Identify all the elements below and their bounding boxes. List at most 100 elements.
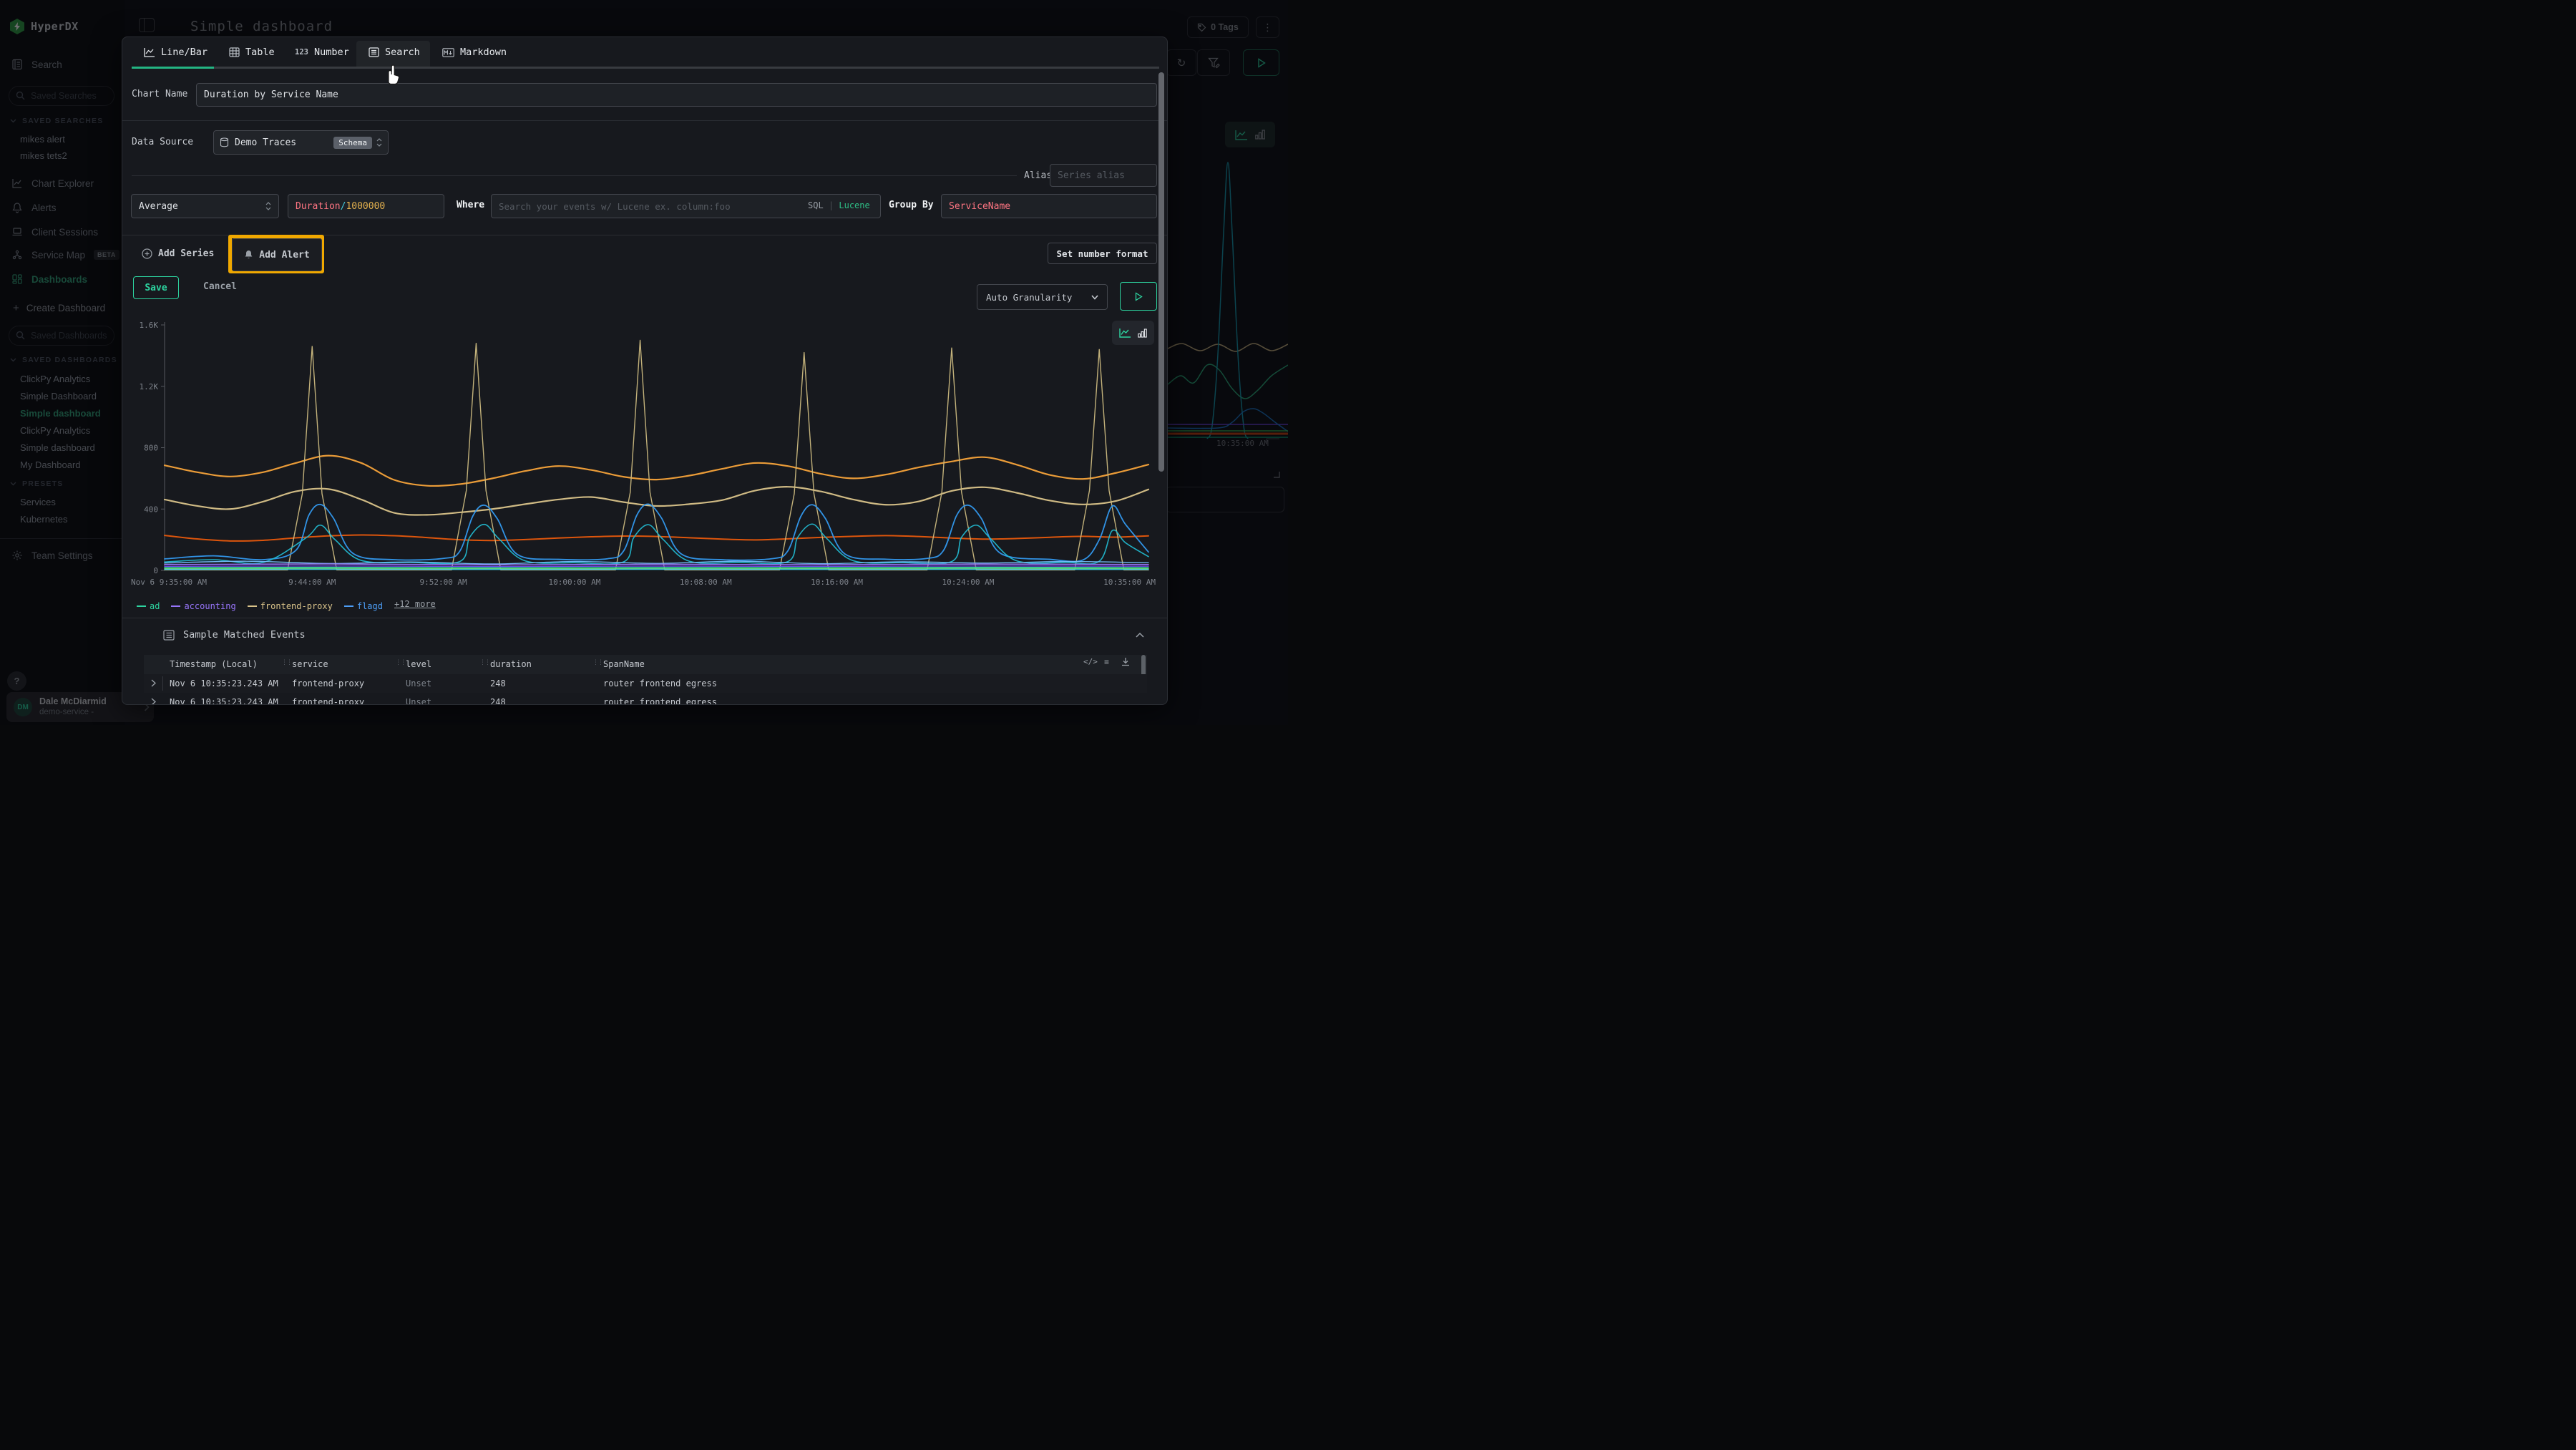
cell-timestamp: Nov 6 10:35:23.243 AM	[170, 678, 278, 688]
query-language-toggle[interactable]: SQL | Lucene	[808, 200, 870, 210]
cancel-button[interactable]: Cancel	[203, 281, 237, 292]
col-duration[interactable]: duration	[490, 659, 532, 669]
tab-table[interactable]: Table	[229, 47, 275, 58]
select-chevrons-icon	[265, 201, 271, 211]
svg-text:400: 400	[144, 505, 158, 514]
list-box-icon	[163, 630, 175, 641]
app-window: HyperDX Search SAVED SEARCHES mikes aler…	[0, 0, 1288, 725]
svg-text:800: 800	[144, 444, 158, 453]
group-by-label: Group By	[889, 200, 934, 210]
svg-text:9:44:00 AM: 9:44:00 AM	[288, 578, 336, 587]
data-source-select[interactable]: Demo Traces Schema	[213, 130, 389, 155]
code-view-icon[interactable]: </>	[1083, 657, 1098, 666]
group-by-input[interactable]: ServiceName	[941, 194, 1157, 218]
legend-swatch	[248, 605, 257, 607]
cell-duration: 248	[490, 678, 506, 688]
svg-text:1.2K: 1.2K	[140, 382, 159, 391]
col-level[interactable]: level	[406, 659, 431, 669]
svg-text:10:35:00 AM: 10:35:00 AM	[1103, 578, 1156, 587]
cell-duration: 248	[490, 697, 506, 705]
tab-number[interactable]: 123 Number	[295, 47, 349, 58]
chart-legend[interactable]: ad accounting frontend-proxy flagd +12 more	[137, 598, 447, 611]
divider	[122, 120, 1168, 121]
number-icon: 123	[295, 48, 308, 57]
play-icon	[1135, 292, 1143, 301]
svg-text:1.6K: 1.6K	[140, 321, 159, 330]
cell-spanname: router frontend egress	[603, 678, 717, 688]
bell-icon	[244, 250, 253, 260]
sql-toggle[interactable]: SQL	[808, 200, 824, 210]
cell-timestamp: Nov 6 10:35:23.243 AM	[170, 697, 278, 705]
tab-line-bar[interactable]: Line/Bar	[144, 47, 208, 58]
drag-handle-icon[interactable]: ⋮⋮	[281, 658, 291, 666]
sample-events-header[interactable]: Sample Matched Events	[163, 629, 306, 641]
svg-text:0: 0	[153, 566, 158, 575]
cell-spanname: router frontend egress	[603, 697, 717, 705]
duration-chart[interactable]: 0 400 800 1.2K 1.6K Nov 6 9:35:00 AM 9:44:00 A…	[130, 319, 1157, 591]
list-box-icon	[369, 47, 379, 57]
collapse-section-icon[interactable]	[1136, 632, 1144, 638]
cell-level: Unset	[406, 697, 431, 705]
divider	[132, 175, 1017, 176]
modal-scrollbar[interactable]	[1158, 72, 1164, 472]
mouse-cursor	[381, 63, 400, 84]
cell-divider	[162, 676, 163, 691]
svg-text:10:00:00 AM: 10:00:00 AM	[548, 578, 600, 587]
add-series-button[interactable]: Add Series	[142, 248, 214, 259]
download-icon[interactable]	[1121, 657, 1130, 666]
legend-item[interactable]: flagd	[344, 601, 383, 611]
run-chart-button[interactable]	[1120, 282, 1157, 311]
legend-item[interactable]: accounting	[171, 601, 235, 611]
cell-service: frontend-proxy	[292, 678, 364, 688]
svg-text:9:52:00 AM: 9:52:00 AM	[419, 578, 467, 587]
series-alias-input[interactable]	[1050, 164, 1157, 187]
tab-track	[132, 67, 1159, 69]
save-button[interactable]: Save	[133, 276, 179, 299]
drag-handle-icon[interactable]: ⋮⋮	[592, 658, 602, 666]
schema-badge: Schema	[333, 137, 372, 149]
cell-level: Unset	[406, 678, 431, 688]
field-expression-input[interactable]: Duration/1000000	[288, 194, 444, 218]
active-tab-indicator	[132, 67, 214, 69]
aggregation-select[interactable]: Average	[131, 194, 279, 218]
row-expand-icon[interactable]	[151, 698, 156, 705]
chart-name-input[interactable]	[196, 83, 1157, 107]
chevron-down-icon	[1091, 295, 1098, 300]
edit-chart-modal: Line/Bar Table 123 Number Search Markdow…	[122, 37, 1168, 705]
col-service[interactable]: service	[292, 659, 328, 669]
data-source-label: Data Source	[132, 137, 193, 147]
legend-item[interactable]: frontend-proxy	[248, 601, 333, 611]
tab-search[interactable]: Search	[369, 47, 420, 58]
row-expand-icon[interactable]	[151, 679, 156, 687]
drag-handle-icon[interactable]: ⋮⋮	[395, 658, 405, 666]
where-label: Where	[457, 200, 484, 210]
svg-text:10:16:00 AM: 10:16:00 AM	[811, 578, 863, 587]
table-icon	[229, 47, 240, 57]
granularity-select[interactable]: Auto Granularity	[977, 284, 1108, 310]
drag-handle-icon[interactable]: ⋮⋮	[479, 658, 489, 666]
annotation-highlight-box: Add Alert	[228, 235, 324, 273]
plus-circle-icon	[142, 248, 152, 259]
svg-text:10:08:00 AM: 10:08:00 AM	[680, 578, 732, 587]
col-timestamp[interactable]: Timestamp (Local)	[170, 659, 258, 669]
chart-name-label: Chart Name	[132, 89, 187, 99]
legend-swatch	[171, 605, 180, 607]
set-number-format-button[interactable]: Set number format	[1048, 243, 1157, 264]
select-chevrons-icon	[376, 137, 382, 147]
legend-item[interactable]: ad	[137, 601, 160, 611]
svg-text:Nov 6 9:35:00 AM: Nov 6 9:35:00 AM	[131, 578, 207, 587]
line-chart-icon	[144, 47, 155, 57]
add-alert-button[interactable]: Add Alert	[232, 238, 322, 271]
lucene-toggle[interactable]: Lucene	[839, 200, 869, 210]
alias-label: Alias	[1024, 170, 1052, 181]
wrap-lines-icon[interactable]: ≡	[1104, 657, 1109, 667]
cell-service: frontend-proxy	[292, 697, 364, 705]
legend-swatch	[344, 605, 353, 607]
svg-text:10:24:00 AM: 10:24:00 AM	[942, 578, 994, 587]
legend-more-link[interactable]: +12 more	[394, 599, 436, 609]
col-spanname[interactable]: SpanName	[603, 659, 645, 669]
tab-markdown[interactable]: Markdown	[442, 47, 507, 58]
database-icon	[220, 137, 229, 147]
markdown-icon	[442, 48, 454, 57]
legend-swatch	[137, 605, 146, 607]
